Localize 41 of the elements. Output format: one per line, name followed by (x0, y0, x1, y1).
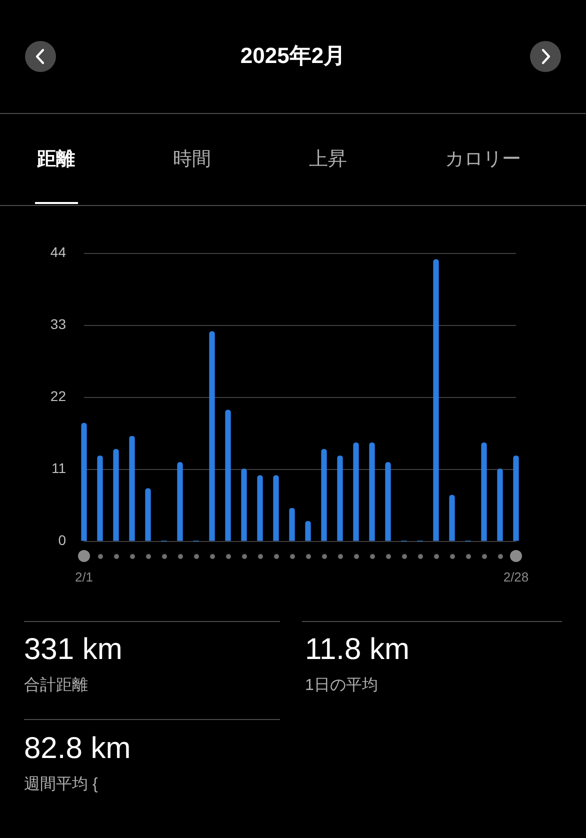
bar (513, 456, 519, 541)
x-tick-label: 2/1 (74, 569, 94, 584)
bar (337, 456, 343, 541)
bar (385, 462, 391, 541)
text: 週間平均 { (24, 775, 98, 795)
y-tick-label: 11 (51, 460, 66, 476)
text: 1日の平均 (305, 676, 378, 696)
y-tick-label: 33 (50, 316, 66, 332)
bar (113, 449, 119, 541)
chart-title: 2025年2月 (239, 42, 347, 70)
bar (497, 468, 503, 541)
text: 合計距離 (24, 676, 88, 696)
bar (433, 259, 439, 541)
x-tick-label: 2/28 (503, 569, 529, 584)
bar (289, 508, 295, 541)
text: 上昇 (308, 148, 348, 172)
text: 距離 (36, 148, 76, 172)
bar (81, 422, 87, 541)
bar (273, 475, 279, 541)
bar (353, 442, 359, 541)
bar (129, 436, 135, 541)
bar (97, 456, 103, 541)
bar (241, 468, 247, 541)
bar (369, 442, 375, 541)
bar (177, 462, 183, 541)
bar (225, 410, 231, 541)
bar (305, 521, 311, 541)
bar (321, 449, 327, 541)
text: 時間 (172, 148, 212, 172)
y-tick-label: 0 (58, 532, 66, 548)
bar (481, 442, 487, 541)
text: 11.8 km (305, 632, 410, 668)
y-tick-label: 44 (50, 244, 66, 260)
y-tick-label: 22 (50, 388, 66, 404)
bar (449, 494, 455, 541)
bar (257, 475, 263, 541)
bar (145, 488, 151, 541)
text: カロリー (444, 148, 522, 172)
text: 82.8 km (24, 731, 131, 767)
text: 331 km (24, 632, 122, 668)
bar (209, 331, 215, 541)
